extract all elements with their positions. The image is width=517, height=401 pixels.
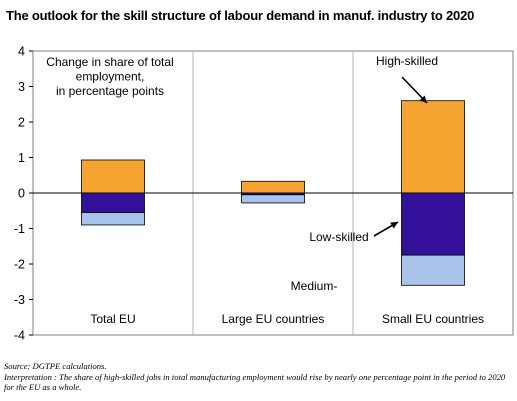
y-axis-label-line: in percentage points (56, 84, 164, 98)
category-label: Small EU countries (382, 312, 484, 326)
y-tick-label: 3 (18, 80, 25, 94)
bar-medium-2 (401, 254, 465, 286)
y-axis-label-line: employment, (76, 70, 145, 84)
category-label: Total EU (90, 312, 135, 326)
y-tick-label: -3 (14, 293, 25, 307)
source-note: Source: DGTPE calculations. (4, 361, 107, 371)
category-label: Large EU countries (222, 312, 325, 326)
chart-title: The outlook for the skill structure of l… (6, 8, 475, 23)
annotation-label: High-skilled (376, 54, 438, 68)
bar-medium-0 (81, 212, 145, 226)
bar-low-skilled-0 (81, 192, 145, 213)
annotation-arrow-head (386, 274, 394, 281)
annotation-arrow-head (390, 222, 398, 229)
y-tick-label: 2 (18, 116, 25, 130)
bar-high-skilled-1 (241, 180, 305, 194)
y-tick-label: 4 (18, 45, 25, 59)
interpretation-note: Interpretation : The share of high-skill… (4, 372, 506, 392)
skill-structure-chart: -4 -3 -2 -1 0 1 2 3 4 Total EU Large EU countries… (14, 45, 514, 343)
y-tick-label: -2 (14, 258, 25, 272)
y-axis-label-line: Change in share of total (46, 55, 173, 69)
annotation-label: Medium- (291, 279, 338, 293)
bar-high-skilled-0 (81, 159, 145, 194)
y-tick-label: -4 (14, 329, 25, 343)
y-tick-label: 1 (18, 151, 25, 165)
annotation-label: Low-skilled (309, 230, 368, 244)
y-tick-label: 0 (18, 187, 25, 201)
annotation-arrow-head (419, 95, 427, 103)
bar-medium-1 (241, 194, 305, 204)
bar-high-skilled-2 (401, 100, 465, 194)
y-tick-label: -1 (14, 222, 25, 236)
bar-low-skilled-2 (401, 192, 465, 256)
